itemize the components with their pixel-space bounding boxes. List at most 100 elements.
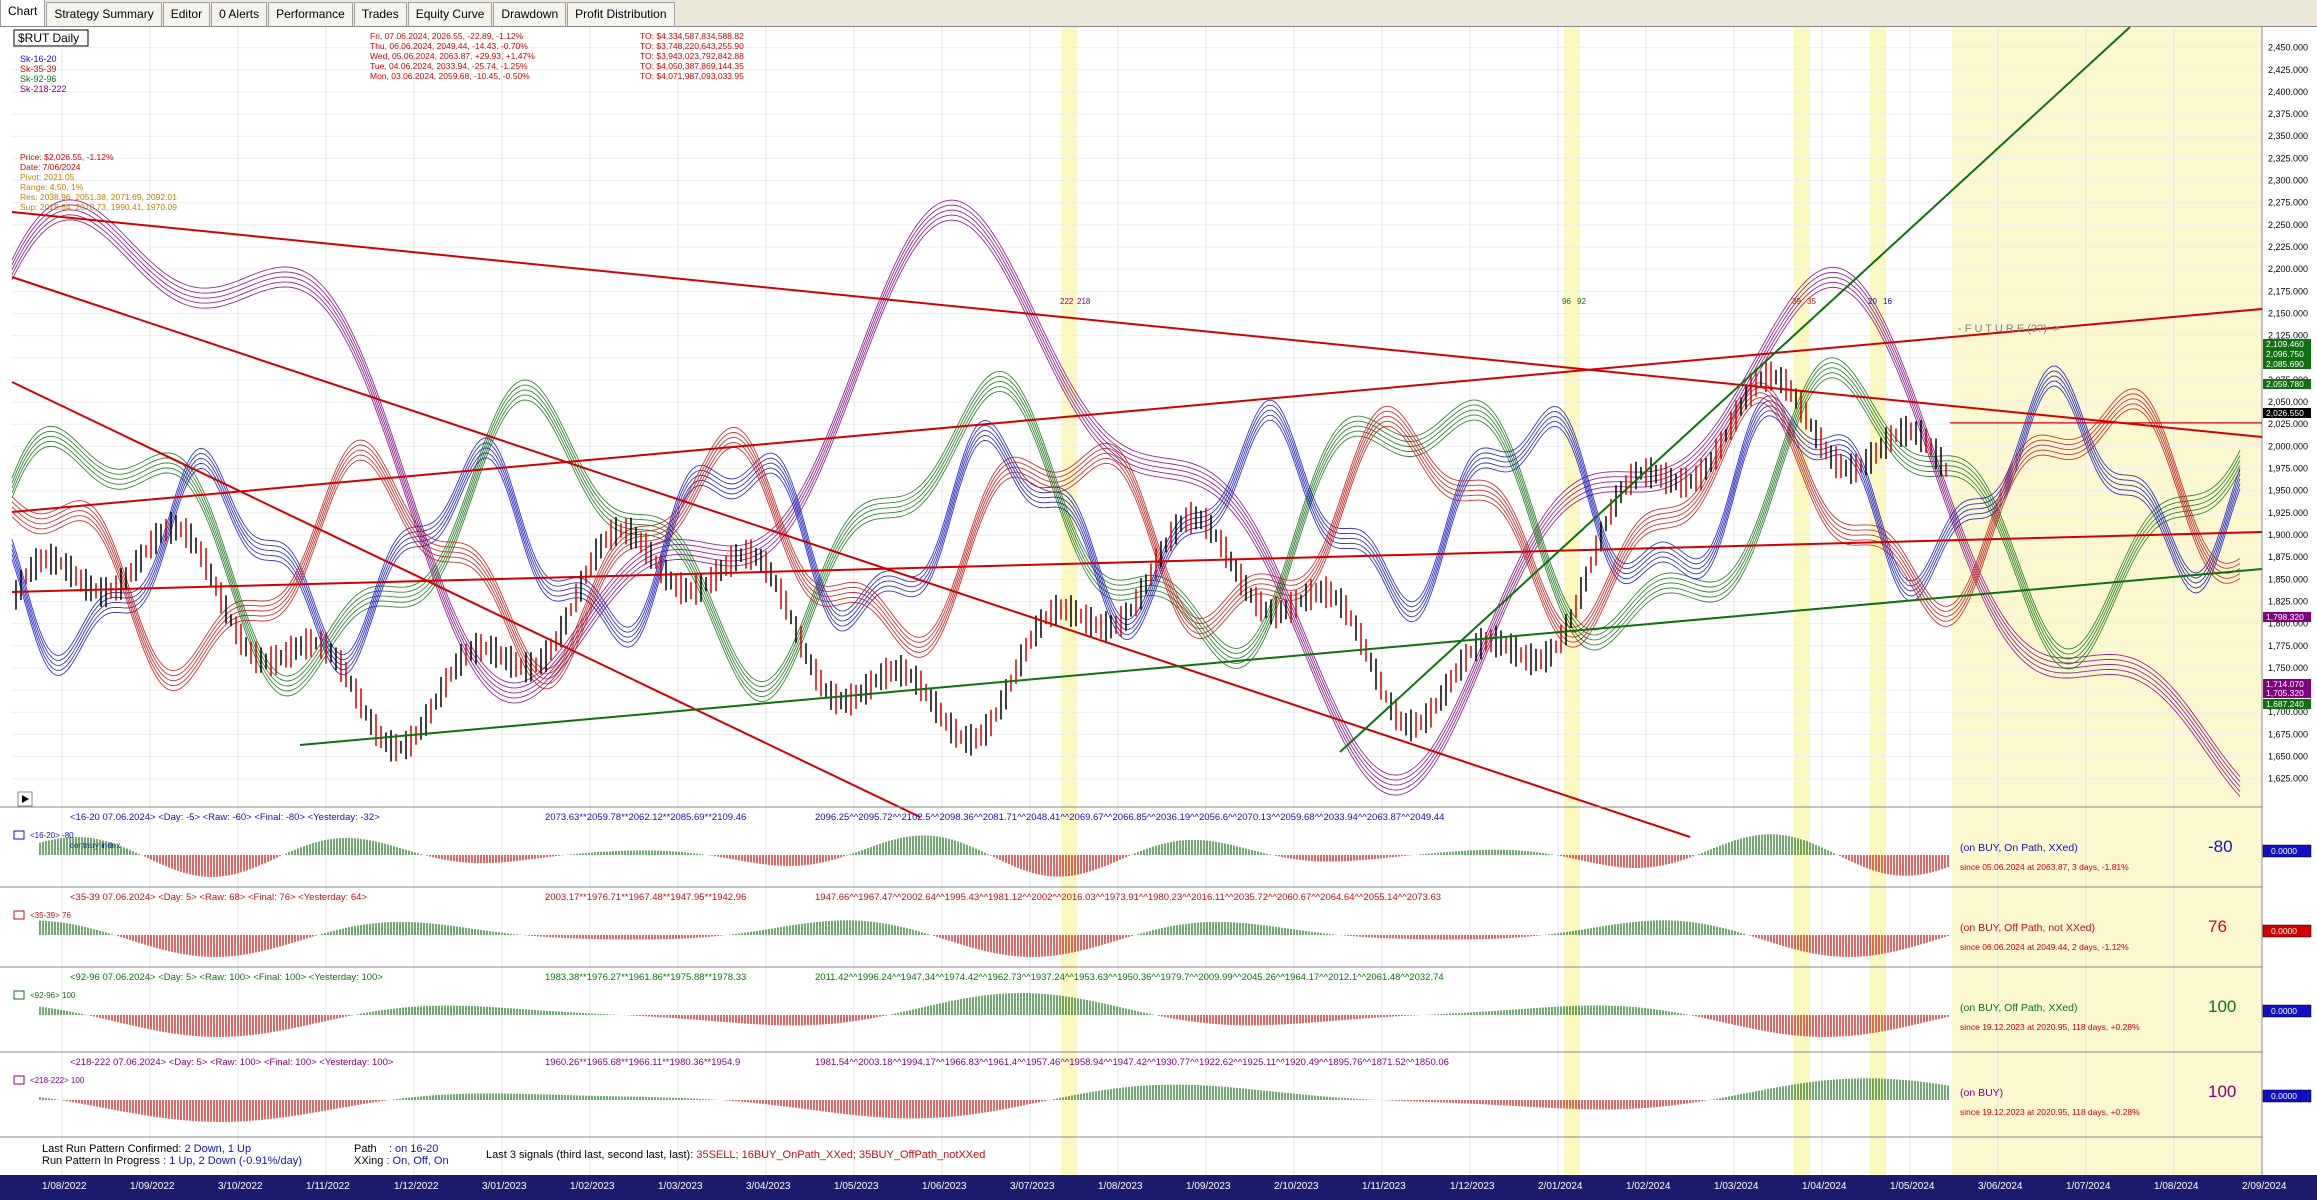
panel-header: <92-96 07.06.2024> <Day: 5> <Raw: 100> <… xyxy=(70,972,383,983)
band-line xyxy=(11,377,2241,702)
price-tick-label: 2,425.000 xyxy=(2268,65,2308,75)
run-progress-value: : 1 Up, 2 Down (-0.91%/day) xyxy=(163,1155,302,1167)
price-tag-bg xyxy=(2263,688,2311,698)
tab-drawdown[interactable]: Drawdown xyxy=(493,2,567,26)
date-tick: 1/08/2022 xyxy=(42,1181,87,1192)
last-run-label: Last Run Pattern Confirmed: xyxy=(42,1143,182,1155)
tab-0-alerts[interactable]: 0 Alerts xyxy=(211,2,268,26)
price-tick-label: 2,325.000 xyxy=(2268,153,2308,163)
signals-label: Last 3 signals (third last, second last,… xyxy=(486,1149,694,1161)
price-tick-label: 2,050.000 xyxy=(2268,397,2308,407)
chart-area[interactable]: 2,450.000 2,425.000 2,400.000 2,375.000 2,35… xyxy=(0,27,2317,1175)
xxing-value: : On, Off, On xyxy=(386,1155,449,1167)
legend-item: Sk-92-96 xyxy=(20,74,57,84)
panel-box-value: 0.0000 xyxy=(2271,1091,2297,1101)
info-line: Range: 4.50, 1% xyxy=(20,182,84,192)
price-tick-label: 1,975.000 xyxy=(2268,464,2308,474)
panel-tag: <35-39> 76 xyxy=(30,911,71,920)
tab-performance[interactable]: Performance xyxy=(268,2,353,26)
daily-turnover-row: TO: $3,748,220,643,255.90 xyxy=(640,41,744,51)
date-axis: 1/08/2022 1/09/2022 3/10/2022 1/11/2022 1/12… xyxy=(0,1175,2317,1200)
cycle-label: 222 xyxy=(1060,297,1074,306)
daily-price-row: Mon, 03.06.2024, 2059.68, -10.45, -0.50% xyxy=(370,71,530,81)
price-tick-label: 2,450.000 xyxy=(2268,43,2308,53)
panel-header: <16-20 07.06.2024> <Day: -5> <Raw: -60> … xyxy=(70,812,380,823)
info-line: Price: $2,026.55, -1.12% xyxy=(20,152,114,162)
panel-since: since 06.06.2024 at 2049.44, 2 days, -1.… xyxy=(1960,942,2129,952)
legend-item: Sk-16-20 xyxy=(20,54,57,64)
trendline xyxy=(1339,27,2131,753)
panel-toggle-icon[interactable] xyxy=(13,830,25,840)
date-tick: 1/11/2022 xyxy=(306,1181,350,1192)
panel-toggle-icon[interactable] xyxy=(13,1075,25,1085)
daily-turnover-row: TO: $4,050,387,869,144.35 xyxy=(640,61,744,71)
panel-values-a: 1960.26**1965.68**1966.11**1980.36**1954… xyxy=(545,1057,740,1068)
info-line: Pivot: 2021.05 xyxy=(20,172,75,182)
price-chart-svg[interactable]: 2,450.000 2,425.000 2,400.000 2,375.000 2,35… xyxy=(0,27,2317,1175)
run-progress-label: Run Pattern In Progress xyxy=(42,1155,161,1167)
price-bars xyxy=(15,361,1947,762)
panel-since: since 19.12.2023 at 2020.95, 118 days, +… xyxy=(1960,1107,2140,1117)
date-tick: 2/09/2024 xyxy=(2242,1181,2287,1192)
panel-tag: <92-96> 100 xyxy=(30,991,76,1000)
daily-price-row: Fri, 07.06.2024, 2026.55, -22.89, -1.12% xyxy=(370,31,524,41)
tab-strategy-summary[interactable]: Strategy Summary xyxy=(46,2,162,26)
date-tick: 1/02/2024 xyxy=(1626,1181,1671,1192)
price-tick-label: 1,750.000 xyxy=(2268,663,2308,673)
band-line xyxy=(11,362,2241,687)
legend-item: Sk-35-39 xyxy=(20,64,57,74)
price-tick-label: 1,700.000 xyxy=(2268,707,2308,717)
panel-header: <35-39 07.06.2024> <Day: 5> <Raw: 68> <F… xyxy=(70,892,367,903)
panel-toggle-icon[interactable] xyxy=(13,990,25,1000)
panel-values-a: 2003.17**1976.71**1967.48**1947.95**1942… xyxy=(545,892,746,903)
cycle-label: 96 xyxy=(1562,297,1571,306)
price-tag-bg xyxy=(2263,339,2311,349)
price-tick-label: 2,225.000 xyxy=(2268,242,2308,252)
price-tick-label: 1,950.000 xyxy=(2268,486,2308,496)
price-tick-label: 2,125.000 xyxy=(2268,331,2308,341)
panel-since: since 19.12.2023 at 2020.95, 118 days, +… xyxy=(1960,1022,2140,1032)
trendline xyxy=(11,276,1691,838)
price-tag: 2,096.750 xyxy=(2266,349,2304,359)
tab-editor[interactable]: Editor xyxy=(162,2,211,26)
panel-box xyxy=(2262,844,2312,858)
tab-chart[interactable]: Chart xyxy=(0,0,46,26)
price-tick-label: 1,850.000 xyxy=(2268,574,2308,584)
panel-values-b: 2096.25^^2095.72^^2102.5^^2098.36^^2081.… xyxy=(815,812,1444,823)
date-tick: 3/07/2023 xyxy=(1010,1181,1055,1192)
symbol-box xyxy=(13,29,89,47)
date-tick: 1/09/2022 xyxy=(130,1181,175,1192)
last-run-value: 2 Down, 1 Up xyxy=(184,1143,252,1155)
price-tag-bg xyxy=(2263,408,2311,418)
date-tick: 1/12/2022 xyxy=(394,1181,439,1192)
cycle-label: 39 xyxy=(1792,297,1801,306)
trendline xyxy=(11,308,2263,513)
date-tick: 1/08/2023 xyxy=(1098,1181,1143,1192)
price-tick-label: 2,300.000 xyxy=(2268,176,2308,186)
band-line xyxy=(11,214,2241,792)
band-line xyxy=(11,367,2241,692)
price-tag-bg xyxy=(2263,359,2311,369)
panel-values-a: 2073.63**2059.78**2062.12**2085.69**2109… xyxy=(545,812,746,823)
date-tick: 3/06/2024 xyxy=(1978,1181,2023,1192)
panel-box xyxy=(2262,1089,2312,1103)
panel-status: (on BUY) xyxy=(1960,1087,2003,1099)
tab-trades[interactable]: Trades xyxy=(353,2,407,26)
cycle-label: 92 xyxy=(1577,297,1586,306)
tab-equity-curve[interactable]: Equity Curve xyxy=(407,2,493,26)
xxing-label: XXing xyxy=(354,1155,384,1167)
tab-bar: Chart Strategy Summary Editor 0 Alerts Perfo… xyxy=(0,0,2317,27)
price-tick-label: 1,650.000 xyxy=(2268,752,2308,762)
future-label: - F U T U R E (??) -> xyxy=(1958,323,2060,335)
panel-box-value: 0.0000 xyxy=(2271,846,2297,856)
panel-values-b: 1981.54^^2003.18^^1994.17^^1966.83^^1961… xyxy=(815,1057,1449,1068)
tab-profit-distribution[interactable]: Profit Distribution xyxy=(567,2,675,26)
price-tick-label: 2,000.000 xyxy=(2268,441,2308,451)
panel-toggle-icon[interactable] xyxy=(13,910,25,920)
daily-turnover-row: TO: $4,334,587,834,588.82 xyxy=(640,31,744,41)
info-line: Sup: 2018.64, 2010.73, 1990.41, 1970.09 xyxy=(20,202,177,212)
panel-score: 76 xyxy=(2208,917,2227,936)
price-tick-label: 2,150.000 xyxy=(2268,308,2308,318)
indicator-panel-3: <218-222 07.06.2024> <Day: 5> <Raw: 100>… xyxy=(0,1051,2312,1122)
symbol-label: $RUT Daily xyxy=(18,31,79,45)
